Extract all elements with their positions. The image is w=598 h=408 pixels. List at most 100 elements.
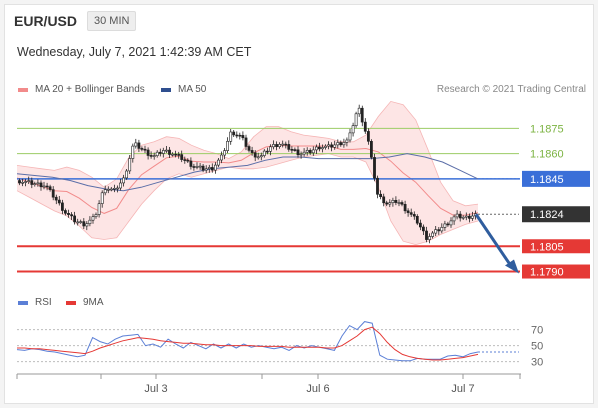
candle-body <box>201 165 205 171</box>
candle-body <box>302 151 306 155</box>
candle <box>30 177 34 189</box>
candle-body <box>54 196 58 201</box>
candle <box>103 185 107 196</box>
candle <box>397 199 401 207</box>
credit: Research © 2021 Trading Central <box>436 84 586 95</box>
candle-body <box>152 155 156 157</box>
candle-body <box>103 189 107 194</box>
candle-body <box>198 165 202 168</box>
candle <box>94 212 98 219</box>
candle <box>250 146 254 156</box>
candle <box>134 138 138 149</box>
candle-body <box>30 180 34 185</box>
candle <box>354 111 358 128</box>
candle-body <box>195 166 199 168</box>
candle <box>174 150 178 158</box>
candle-body <box>168 149 171 155</box>
candle-body <box>94 214 98 218</box>
candle <box>333 140 337 150</box>
candle <box>186 158 190 163</box>
candle <box>293 147 297 152</box>
candle-body <box>348 132 352 141</box>
candle-body <box>174 153 178 156</box>
candle <box>305 147 309 156</box>
candle <box>128 155 132 174</box>
candle <box>296 146 300 158</box>
candle <box>278 142 282 149</box>
candle <box>113 184 116 193</box>
candle <box>70 212 74 220</box>
candle-body <box>379 193 383 197</box>
candle <box>214 162 217 174</box>
candle <box>217 158 220 168</box>
candle <box>180 150 184 163</box>
candle <box>158 148 162 157</box>
candle <box>45 182 49 191</box>
candle <box>452 214 456 225</box>
candle <box>363 118 367 134</box>
candle-body <box>171 153 174 156</box>
candle <box>100 190 104 208</box>
candle <box>351 122 355 137</box>
candle-body <box>275 144 279 147</box>
candle-body <box>345 139 349 143</box>
candle <box>437 227 441 235</box>
candle-body <box>440 227 444 232</box>
candle-body <box>204 168 208 171</box>
candle-body <box>265 150 269 153</box>
candle-body <box>324 145 327 148</box>
candle-body <box>70 214 74 217</box>
candle <box>232 130 236 137</box>
candle-body <box>88 219 92 224</box>
candle <box>229 129 233 145</box>
candle <box>64 208 67 216</box>
candle-body <box>421 226 425 232</box>
candle-body <box>314 146 318 151</box>
candle-body <box>122 177 126 184</box>
candle-body <box>333 144 337 148</box>
candle <box>247 144 251 153</box>
candle <box>321 144 324 153</box>
candle <box>162 147 165 158</box>
candle-body <box>406 210 410 213</box>
candle-body <box>467 215 471 219</box>
candle <box>360 105 364 127</box>
candle <box>192 163 196 171</box>
candle <box>91 213 95 224</box>
candle-body <box>241 135 245 139</box>
candle-body <box>259 155 263 158</box>
level-label-1.1824: 1.1824 <box>530 209 564 221</box>
candle <box>400 200 404 207</box>
candle <box>143 145 147 153</box>
candle-body <box>244 137 248 147</box>
candle-body <box>443 223 447 228</box>
candle <box>155 150 159 158</box>
candle <box>67 209 70 218</box>
candle-body <box>128 158 132 172</box>
interval-badge[interactable]: 30 MIN <box>87 11 137 31</box>
candle <box>415 214 419 226</box>
candle <box>76 218 80 226</box>
candle <box>171 152 174 157</box>
candle-body <box>91 216 95 221</box>
candle-body <box>51 189 55 198</box>
candle-body <box>36 182 40 185</box>
candle-body <box>134 142 138 147</box>
candle <box>235 131 239 139</box>
candle <box>443 220 447 231</box>
candle <box>467 213 471 223</box>
candle-body <box>311 149 315 154</box>
candle <box>385 200 389 207</box>
candle-body <box>382 196 386 204</box>
candle <box>119 178 122 191</box>
candle <box>265 147 269 155</box>
candle <box>324 144 327 150</box>
candle <box>287 140 291 152</box>
candle-body <box>397 202 401 204</box>
candle-body <box>268 146 272 152</box>
candle-body <box>57 199 61 204</box>
candle <box>24 178 28 187</box>
candle <box>21 178 25 187</box>
candle-body <box>262 150 266 156</box>
candle-body <box>452 216 456 222</box>
